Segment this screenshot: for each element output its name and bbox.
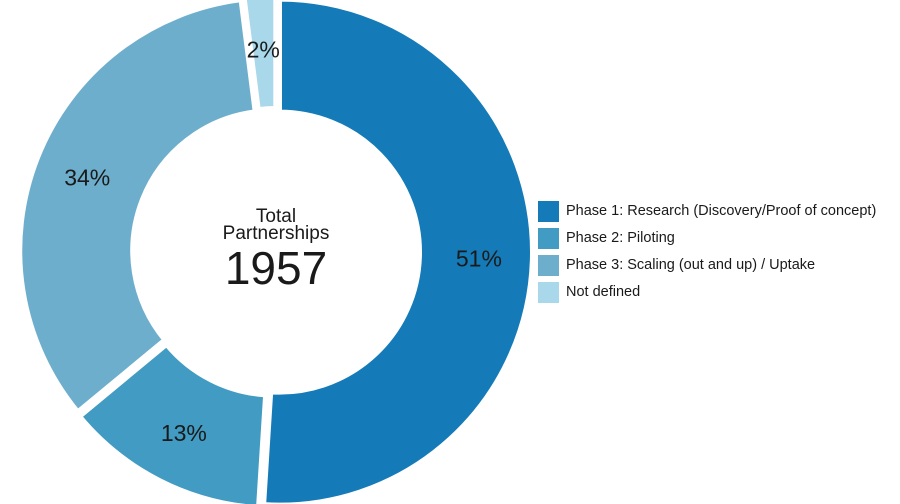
legend-label: Phase 3: Scaling (out and up) / Uptake — [566, 257, 816, 273]
legend-item-2: Phase 2: Piloting — [538, 227, 876, 249]
slice-label-4: 2% — [247, 36, 280, 62]
center-label-line2: Partnerships — [223, 223, 330, 244]
slice-label-2: 13% — [161, 420, 207, 446]
legend-item-1: Phase 1: Research (Discovery/Proof of co… — [538, 200, 876, 222]
legend-swatch — [538, 281, 559, 303]
legend-swatch — [538, 227, 559, 249]
donut-slices — [17, 0, 535, 504]
chart-legend: Phase 1: Research (Discovery/Proof of co… — [538, 200, 876, 303]
legend-item-3: Phase 3: Scaling (out and up) / Uptake — [538, 254, 876, 276]
legend-label: Phase 2: Piloting — [566, 230, 675, 246]
legend-label: Phase 1: Research (Discovery/Proof of co… — [566, 203, 877, 219]
donut-slice-3 — [17, 0, 258, 416]
slice-label-3: 34% — [64, 164, 110, 190]
center-label-line1: Total — [256, 206, 296, 227]
slice-label-1: 51% — [456, 245, 502, 271]
donut-slice-2 — [75, 340, 269, 504]
center-total-value: 1957 — [225, 242, 327, 294]
slice-labels: 51% 13% 34% 2% — [64, 36, 502, 445]
donut-slice-4 — [241, 0, 279, 113]
legend-label: Not defined — [566, 284, 641, 300]
legend-swatch — [538, 254, 559, 276]
legend-swatch — [538, 200, 559, 222]
donut-slice-1 — [261, 0, 535, 504]
legend-item-4: Not defined — [538, 281, 876, 303]
